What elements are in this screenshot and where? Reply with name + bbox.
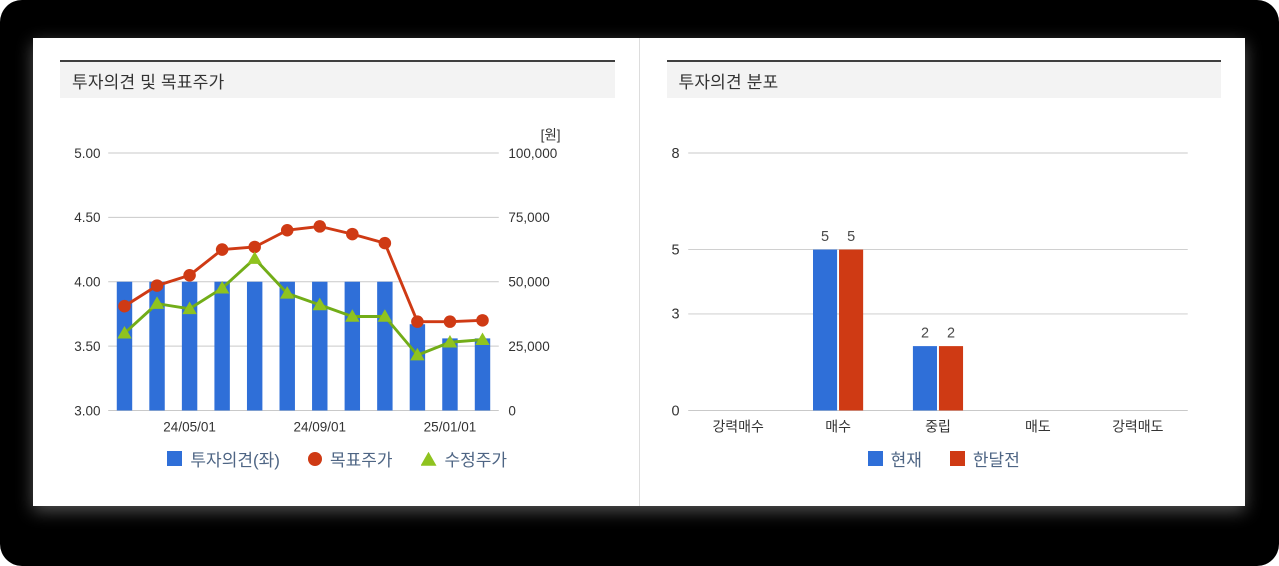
svg-text:24/05/01: 24/05/01 xyxy=(163,420,216,435)
distribution-title: 투자의견 분포 xyxy=(678,72,779,92)
current-swatch-icon xyxy=(867,451,883,467)
distribution-legend: 현재 한달전 xyxy=(667,446,1222,471)
category-labels: 강력매수 매수 중립 매도 강력매도 xyxy=(712,419,1163,435)
distribution-title-bar: 투자의견 분포 xyxy=(666,60,1221,98)
legend-item-current: 현재 xyxy=(867,446,922,471)
adjusted-price-swatch-icon xyxy=(420,451,437,466)
gridlines xyxy=(687,152,1188,411)
legend-label-opinion: 투자의견(좌) xyxy=(190,451,280,471)
svg-text:2: 2 xyxy=(946,325,954,341)
svg-text:8: 8 xyxy=(671,146,679,162)
svg-text:24/09/01: 24/09/01 xyxy=(293,420,346,435)
month-ago-swatch-icon xyxy=(949,451,965,467)
svg-text:3: 3 xyxy=(671,307,679,323)
legend-item-month-ago: 한달전 xyxy=(949,446,1020,471)
svg-text:4.50: 4.50 xyxy=(74,210,100,225)
opinion-target-title: 투자의견 및 목표주가 xyxy=(72,72,225,92)
legend-label-month-ago: 한달전 xyxy=(972,451,1020,471)
opinion-target-legend: 투자의견(좌) 목표주가 수정주가 xyxy=(60,446,615,471)
svg-text:중립: 중립 xyxy=(925,419,951,435)
panel-opinion-distribution: 투자의견 분포 0 3 5 8 강력매수 매수 중립 매도 강력매도 5 5 2 2 현재 한달전 xyxy=(638,38,1246,506)
svg-text:5: 5 xyxy=(821,229,829,245)
svg-text:4.00: 4.00 xyxy=(74,275,100,290)
svg-text:3.00: 3.00 xyxy=(74,403,100,418)
svg-text:매수: 매수 xyxy=(825,419,851,435)
adjusted-price-line xyxy=(117,251,490,361)
distribution-bars xyxy=(812,249,963,411)
opinion-distribution-chart: 0 3 5 8 강력매수 매수 중립 매도 강력매도 5 5 2 2 xyxy=(671,146,1188,435)
svg-text:5: 5 xyxy=(671,242,679,258)
svg-text:25/01/01: 25/01/01 xyxy=(424,420,477,435)
svg-text:강력매도: 강력매도 xyxy=(1112,419,1164,435)
panel-opinion-target-price: 투자의견 및 목표주가 5.00 4.50 4.00 3.50 3.00 100,000 7… xyxy=(33,38,639,506)
target-price-line xyxy=(118,220,489,328)
legend-label-current: 현재 xyxy=(890,451,922,471)
axis-tick-labels: 0 3 5 8 xyxy=(671,146,679,419)
bar-value-labels: 5 5 2 2 xyxy=(821,229,955,342)
legend-item-target-price: 목표주가 xyxy=(307,446,393,471)
svg-text:0: 0 xyxy=(508,403,516,418)
svg-text:100,000: 100,000 xyxy=(508,146,557,161)
svg-text:매도: 매도 xyxy=(1025,419,1051,435)
bar-series-swatch-icon xyxy=(167,451,183,467)
svg-text:강력매수: 강력매수 xyxy=(712,419,764,435)
svg-text:50,000: 50,000 xyxy=(508,275,549,290)
svg-text:5.00: 5.00 xyxy=(74,146,100,161)
svg-text:5: 5 xyxy=(847,229,855,245)
svg-text:0: 0 xyxy=(671,403,679,419)
x-axis-labels: 24/05/01 24/09/01 25/01/01 xyxy=(163,420,476,435)
target-price-swatch-icon xyxy=(307,451,322,466)
opinion-target-title-bar: 투자의견 및 목표주가 xyxy=(60,60,615,98)
opinion-target-chart: 5.00 4.50 4.00 3.50 3.00 100,000 75,000 50,000 2… xyxy=(74,128,560,435)
legend-label-adjusted-price: 수정주가 xyxy=(444,451,508,471)
legend-label-target-price: 목표주가 xyxy=(329,451,393,471)
axis-tick-labels: 5.00 4.50 4.00 3.50 3.00 100,000 75,000 50,000 2… xyxy=(74,128,560,419)
svg-text:2: 2 xyxy=(920,325,928,341)
legend-item-opinion: 투자의견(좌) xyxy=(167,446,280,471)
svg-text:[원]: [원] xyxy=(541,128,561,143)
svg-text:25,000: 25,000 xyxy=(508,339,549,354)
legend-item-adjusted-price: 수정주가 xyxy=(420,446,508,471)
charts-card: 투자의견 및 목표주가 5.00 4.50 4.00 3.50 3.00 100,000 7… xyxy=(33,38,1245,506)
svg-text:75,000: 75,000 xyxy=(508,210,549,225)
svg-text:3.50: 3.50 xyxy=(74,339,100,354)
